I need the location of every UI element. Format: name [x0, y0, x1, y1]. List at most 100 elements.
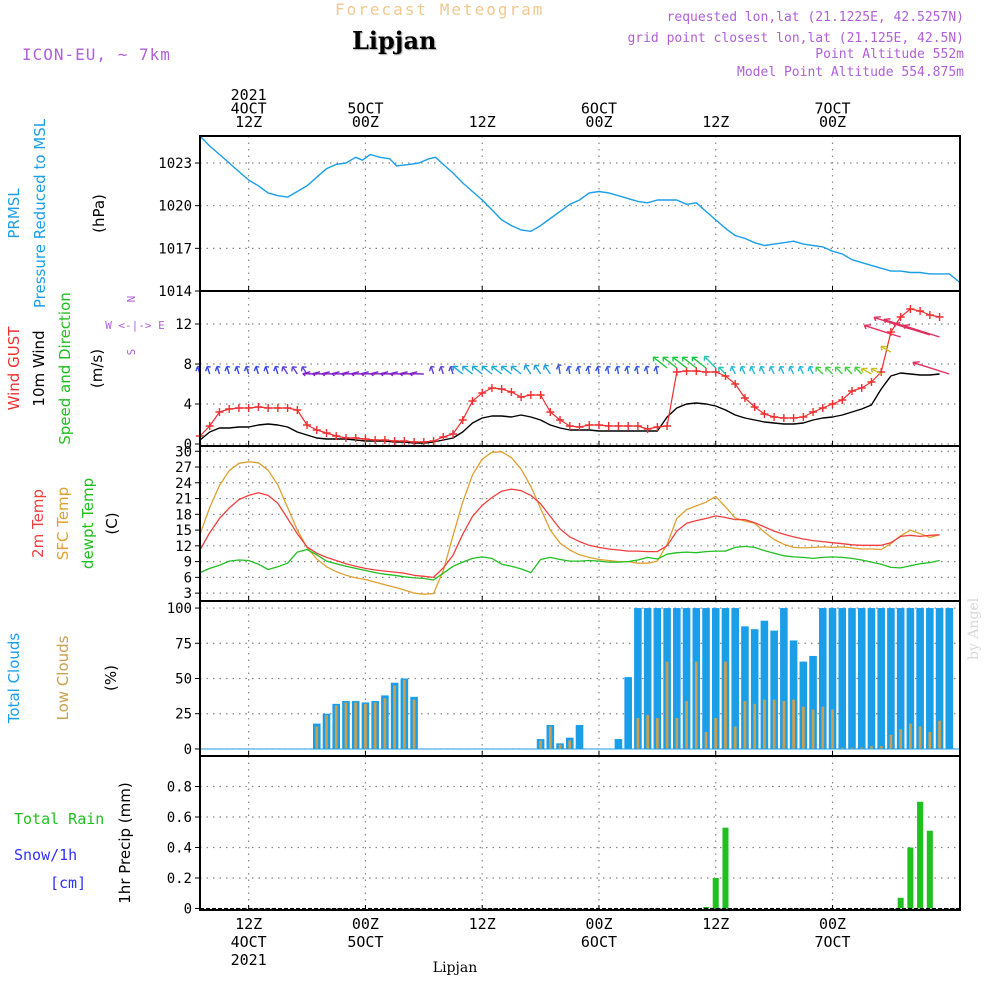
precip-ytick-label: 0	[184, 901, 192, 917]
low-cloud-bar	[539, 740, 542, 749]
pressure-ytick-label: 1017	[158, 241, 192, 257]
wind-arrow-head	[462, 365, 469, 371]
temperature-ytick-label: 30	[175, 444, 192, 460]
wind-gust-marker	[205, 422, 214, 430]
wind-direction-arrow	[789, 366, 795, 375]
rain-bar	[722, 827, 729, 909]
low-cloud-bar	[325, 715, 328, 749]
wind-arrow-head	[768, 365, 775, 372]
low-cloud-bar	[821, 706, 825, 749]
bottom-time-label: 12Z	[469, 915, 496, 933]
wind-gust-marker	[760, 410, 769, 418]
wind-direction-arrow	[861, 367, 872, 375]
total-cloud-bar	[935, 608, 944, 749]
low-cloud-bar	[364, 703, 367, 749]
bottom-time-label: 4OCT	[231, 933, 267, 951]
total-cloud-bar	[906, 608, 915, 749]
low-cloud-bar	[850, 747, 854, 749]
wind-arrow-head	[624, 365, 631, 372]
precip-panel: 0 0.2 0.4 0.6 0.8 Total Rain Snow/1h [cm]	[14, 755, 961, 917]
wind-arrow-head	[409, 371, 418, 377]
pressure-ytick-label: 1020	[158, 199, 192, 215]
wind-arrow-head	[321, 371, 330, 377]
wind-gust-marker	[633, 422, 642, 430]
total-cloud-bar	[653, 608, 662, 749]
wind-direction-arrow	[902, 324, 940, 338]
low-cloud-bar	[373, 702, 377, 749]
bottom-time-label: 00Z	[819, 915, 846, 933]
wind-gust-marker	[244, 404, 253, 412]
wind-arrow-head	[614, 365, 621, 372]
temperature-ytick-label: 15	[175, 523, 192, 539]
wind-arrow-head	[718, 366, 724, 372]
wind-direction-arrow	[880, 345, 892, 353]
low-cloud-bar	[412, 699, 416, 749]
wind-gust-marker	[604, 422, 613, 430]
wind-gust-marker	[886, 328, 895, 336]
low-cloud-bar	[928, 732, 932, 749]
clouds-ytick-label: 75	[175, 636, 192, 652]
clouds-ytick-label: 50	[175, 672, 192, 688]
wind-direction-arrow	[216, 366, 221, 375]
wind-arrow-head	[331, 371, 340, 377]
low-cloud-bar	[831, 709, 834, 749]
wind-direction-arrow	[245, 366, 250, 375]
temperature-ytick-label: 3	[184, 586, 192, 602]
wind-direction-arrow	[799, 366, 804, 375]
ylabel-cloud-unit: (%)	[102, 665, 120, 691]
wind-gust-marker	[351, 434, 360, 442]
ylabel-snow-unit: [cm]	[50, 874, 86, 892]
wind-gust-marker	[556, 416, 565, 424]
wind-arrow-head	[565, 365, 572, 372]
total-cloud-bar	[867, 608, 876, 749]
wind-arrow-head	[912, 361, 920, 367]
wind-gust-marker	[740, 394, 749, 402]
wind-gust-marker	[624, 422, 633, 430]
wind-arrow-head	[500, 365, 508, 371]
ylabel-temperature-3: (C)	[103, 512, 121, 534]
precip-ytick-label: 0.4	[167, 840, 192, 856]
wind-arrow-head	[253, 365, 260, 372]
low-cloud-bar	[694, 661, 698, 749]
wind-arrow-head	[428, 365, 435, 372]
low-cloud-bar	[704, 732, 708, 749]
wind-gust-marker	[254, 403, 263, 411]
wind-arrow-head	[291, 366, 297, 372]
clouds-ytick-label: 100	[167, 601, 192, 617]
ylabel-temperature-0: 2m Temp	[29, 489, 47, 558]
wind-gust-marker	[614, 422, 623, 430]
wind-arrow-head	[681, 356, 688, 362]
total-cloud-bar	[809, 655, 817, 749]
low-cloud-bar	[772, 699, 776, 749]
total-cloud-bar	[741, 626, 749, 749]
wind-direction-arrow	[672, 356, 687, 369]
wind-arrow-head	[205, 365, 211, 372]
wind-gust-marker	[273, 404, 282, 412]
total-cloud-bar	[799, 661, 808, 749]
precip-ytick-label: 0.6	[167, 810, 192, 826]
wind-gust-marker	[312, 426, 321, 434]
low-cloud-bar	[801, 706, 805, 749]
wind-gust-marker	[487, 384, 496, 392]
ylabel-total-rain: Total Rain	[14, 810, 104, 828]
wind-direction-arrow	[557, 364, 561, 375]
wind-ytick-label: 4	[184, 397, 192, 413]
wind-gust-marker	[857, 384, 866, 392]
wind-gust-marker	[585, 421, 594, 429]
bottom-time-label: 00Z	[585, 915, 612, 933]
low-cloud-bar	[344, 702, 348, 749]
wind-gust-marker	[507, 388, 516, 396]
model-point-altitude: Model Point Altitude 554.875m	[737, 65, 964, 80]
rain-bar	[703, 906, 710, 909]
low-cloud-bar	[792, 699, 795, 749]
wind-gust-marker	[283, 404, 292, 412]
top-time-label: 00Z	[585, 113, 612, 131]
bottom-time-label: 5OCT	[347, 933, 383, 951]
wind-ytick-label: 8	[184, 357, 192, 373]
wind-gust-marker	[400, 437, 409, 445]
wind-direction-arrow	[472, 365, 483, 375]
wind-arrow-head	[312, 371, 321, 377]
ylabel-wind-0: Wind GUST	[5, 326, 23, 411]
ylabel-low-clouds: Low Clouds	[54, 635, 72, 720]
